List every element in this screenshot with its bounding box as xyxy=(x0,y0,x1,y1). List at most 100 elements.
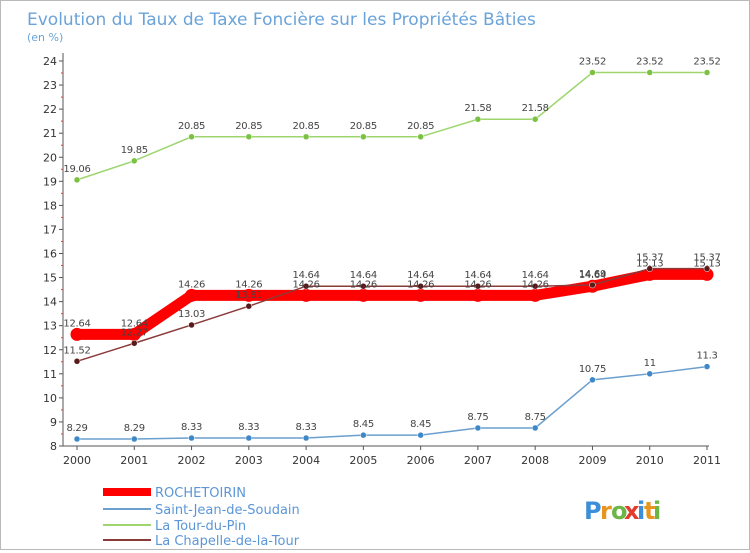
data-point xyxy=(643,267,657,281)
x-tick-label: 2008 xyxy=(521,454,549,467)
y-tick-label: 18 xyxy=(43,199,57,212)
data-label: 15.13 xyxy=(693,258,720,269)
data-label: 11 xyxy=(644,358,656,369)
data-label: 20.85 xyxy=(407,121,434,132)
data-point xyxy=(589,281,596,289)
series-line-0 xyxy=(71,268,713,340)
chart-subtitle: (en %) xyxy=(27,31,63,44)
x-tick-label: 2010 xyxy=(636,454,664,467)
data-point xyxy=(474,282,482,290)
logo-letter: o xyxy=(611,497,628,525)
data-point xyxy=(531,282,539,290)
data-label: 15.37 xyxy=(693,253,720,264)
x-tick-label: 2006 xyxy=(407,454,435,467)
logo-letter: r xyxy=(600,497,612,525)
y-tick-label: 11 xyxy=(43,368,57,381)
data-point xyxy=(299,288,313,302)
data-label: 8.29 xyxy=(124,423,145,434)
data-point xyxy=(188,133,195,141)
data-point xyxy=(70,327,84,341)
data-point xyxy=(703,265,711,272)
series-0 xyxy=(70,267,714,341)
data-point xyxy=(185,288,199,302)
data-point xyxy=(531,115,539,123)
data-point xyxy=(360,431,367,439)
data-point xyxy=(531,424,539,432)
y-tick-label: 10 xyxy=(43,392,57,405)
data-point xyxy=(131,435,138,443)
data-label: 14.26 xyxy=(522,279,549,290)
x-tick-label: 2000 xyxy=(63,454,91,467)
data-label: 14.64 xyxy=(350,270,377,281)
data-label: 14.26 xyxy=(464,279,491,290)
data-label: 23.52 xyxy=(636,57,663,68)
data-label: 15.37 xyxy=(636,253,663,264)
x-tick-label: 2009 xyxy=(578,454,606,467)
data-point xyxy=(646,265,653,272)
data-point xyxy=(131,157,138,165)
data-label: 14.26 xyxy=(293,279,320,290)
data-label: 14.64 xyxy=(293,270,320,281)
data-point xyxy=(471,288,485,302)
y-tick-label: 22 xyxy=(43,103,57,116)
y-tick-label: 21 xyxy=(43,127,57,140)
data-label: 8.75 xyxy=(467,412,488,423)
data-point xyxy=(302,133,310,141)
logo-letter: t xyxy=(644,497,655,525)
y-tick-label: 17 xyxy=(43,223,57,236)
data-point xyxy=(360,133,367,141)
logo-letter: x xyxy=(624,497,640,525)
y-tick-label: 13 xyxy=(43,320,57,333)
data-point xyxy=(302,434,310,442)
data-point xyxy=(703,363,711,370)
y-tick-label: 20 xyxy=(43,151,57,164)
data-label: 21.58 xyxy=(522,103,549,114)
data-point xyxy=(417,282,424,290)
data-point xyxy=(700,267,714,281)
x-tick-label: 2001 xyxy=(120,454,148,467)
data-point xyxy=(131,340,138,347)
data-point xyxy=(474,115,482,123)
data-point xyxy=(589,376,596,384)
series-1 xyxy=(73,363,711,443)
y-tick-label: 8 xyxy=(50,440,57,453)
data-point xyxy=(474,424,482,432)
logo-letter: i xyxy=(637,497,645,525)
y-tick-label: 23 xyxy=(43,79,57,92)
data-point xyxy=(528,288,542,302)
data-label: 20.85 xyxy=(178,121,205,132)
y-tick-label: 14 xyxy=(43,296,57,309)
legend-label: ROCHETOIRIN xyxy=(155,486,246,501)
series-line-3 xyxy=(76,267,707,363)
data-point xyxy=(302,282,310,290)
data-label: 8.75 xyxy=(525,412,546,423)
legend-label: La Chapelle-de-la-Tour xyxy=(155,534,300,549)
data-point xyxy=(589,69,596,76)
data-point xyxy=(127,327,141,341)
data-label: 14.26 xyxy=(235,279,262,290)
x-tick-label: 2003 xyxy=(235,454,263,467)
data-label: 8.33 xyxy=(238,422,259,433)
data-point xyxy=(356,288,370,302)
x-tick-label: 2007 xyxy=(464,454,492,467)
data-point xyxy=(646,370,653,378)
data-label: 20.85 xyxy=(293,121,320,132)
data-label: 12.64 xyxy=(121,318,148,329)
data-label: 11.52 xyxy=(63,345,90,356)
y-tick-label: 9 xyxy=(50,416,57,429)
series-line-1 xyxy=(77,365,708,440)
data-labels-layer: 12.64 12.64 14.26 14.26 14.26 14.26 14.26 14.26… xyxy=(63,57,720,434)
data-label: 8.29 xyxy=(66,423,87,434)
data-label: 20.85 xyxy=(235,121,262,132)
data-point xyxy=(188,434,195,442)
data-label: 8.45 xyxy=(353,419,374,430)
data-label: 8.45 xyxy=(410,419,431,430)
y-tick-label: 12 xyxy=(43,344,57,357)
axes: 8 9 10 11 12 13 14 15 16 17 18 19 20 21 22 23 24 2000 2001… xyxy=(43,53,721,467)
data-point xyxy=(414,288,428,302)
data-label: 14.64 xyxy=(579,270,606,281)
y-tick-label: 16 xyxy=(43,248,57,261)
data-point xyxy=(73,358,81,365)
